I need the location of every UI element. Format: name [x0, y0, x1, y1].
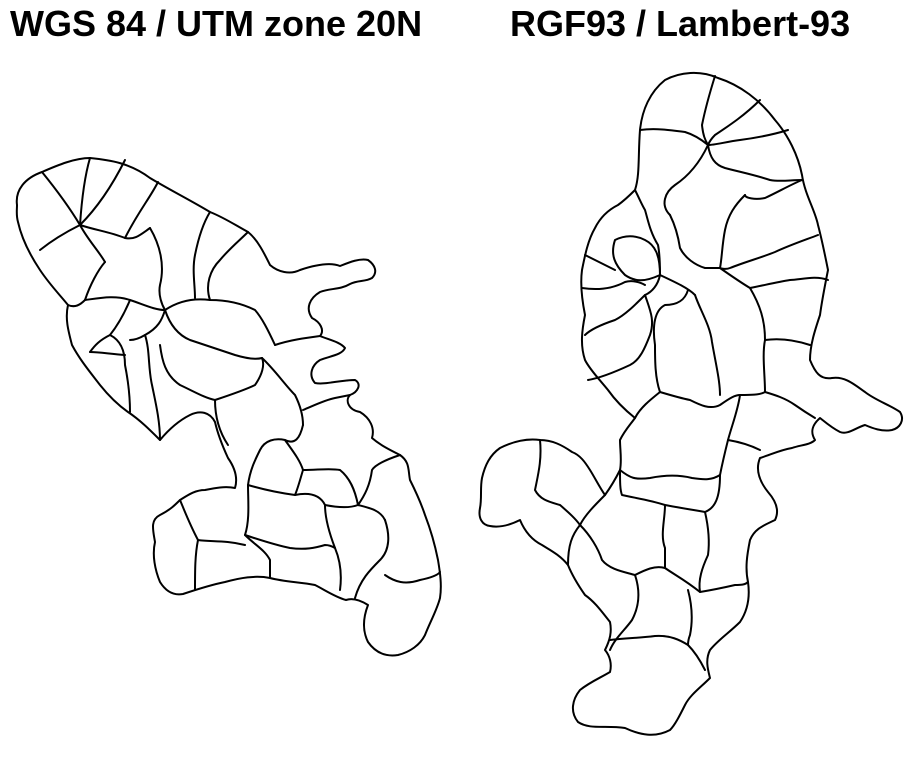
commune-boundary: [634, 391, 661, 419]
commune-boundary: [79, 157, 91, 226]
commune-boundary: [612, 235, 661, 282]
commune-boundary: [687, 589, 693, 646]
commune-boundary: [89, 299, 131, 353]
map-panel-utm: WGS 84 / UTM zone 20N: [0, 0, 460, 768]
commune-boundary: [664, 567, 749, 593]
commune-boundary: [727, 439, 761, 451]
commune-boundary: [587, 294, 654, 381]
martinique-lambert-map: [478, 72, 903, 736]
commune-boundary: [652, 289, 689, 393]
commune-boundary: [149, 227, 166, 311]
map-title-lambert: RGF93 / Lambert-93: [510, 3, 851, 44]
commune-boundary: [39, 224, 81, 251]
commune-boundary: [247, 484, 326, 506]
commune-boundary: [707, 99, 761, 146]
commune-boundary: [764, 391, 816, 419]
commune-boundary: [749, 287, 766, 393]
commune-boundary: [214, 399, 229, 446]
commune-boundary: [302, 394, 351, 411]
commune-boundary: [609, 634, 706, 671]
commune-boundary: [609, 574, 640, 651]
commune-boundary: [214, 357, 265, 401]
commune-boundary: [164, 309, 263, 360]
commune-boundary: [284, 439, 304, 496]
commune-boundary: [719, 267, 829, 289]
commune-boundary: [357, 504, 386, 521]
commune-boundary: [129, 309, 166, 341]
commune-boundary: [764, 338, 811, 346]
commune-boundary: [84, 261, 106, 301]
commune-boundary: [89, 351, 126, 356]
commune-boundary: [619, 469, 721, 481]
commune-boundary: [659, 391, 766, 409]
commune-boundary: [669, 214, 721, 269]
commune-boundary: [659, 274, 696, 296]
commune-boundary: [164, 298, 276, 346]
commune-boundary: [84, 296, 166, 311]
island-outline: [478, 72, 903, 736]
commune-boundary: [581, 280, 646, 291]
commune-boundary: [639, 128, 709, 146]
commune-boundary: [584, 274, 661, 336]
commune-boundary: [124, 181, 159, 239]
commune-boundary: [109, 334, 131, 413]
commune-boundary: [324, 454, 401, 509]
commune-boundary: [244, 484, 271, 579]
map-title-utm: WGS 84 / UTM zone 20N: [10, 3, 423, 44]
commune-boundary: [694, 294, 721, 396]
commune-boundary: [354, 519, 390, 599]
island-outline: [15, 157, 442, 657]
commune-boundary: [719, 194, 746, 269]
commune-boundary: [79, 159, 126, 226]
commune-boundary: [579, 524, 666, 576]
commune-boundary: [261, 357, 304, 426]
commune-boundary: [274, 335, 321, 346]
commune-boundary: [207, 231, 249, 301]
commune-boundary: [719, 394, 741, 476]
commune-boundary: [634, 189, 661, 276]
commune-boundary: [384, 571, 441, 584]
commune-boundary: [159, 344, 216, 401]
commune-boundary: [744, 179, 803, 200]
commune-boundary: [704, 474, 721, 513]
martinique-utm-map: [15, 157, 442, 657]
commune-boundary: [67, 299, 86, 308]
commune-boundary: [698, 511, 710, 593]
commune-boundary: [247, 424, 304, 486]
commune-boundary: [584, 254, 616, 271]
commune-boundary: [244, 534, 336, 550]
commune-boundary: [192, 211, 211, 299]
commune-boundary: [619, 469, 706, 513]
commune-boundary: [663, 144, 709, 216]
commune-boundary: [79, 224, 151, 240]
commune-boundary: [41, 171, 106, 263]
commune-boundary: [302, 468, 359, 506]
commune-boundary: [194, 539, 199, 591]
commune-boundary: [719, 234, 819, 270]
commune-boundary: [144, 334, 161, 441]
commune-boundary: [701, 75, 716, 146]
commune-boundary: [707, 129, 789, 146]
commune-boundary: [534, 439, 581, 526]
commune-boundary: [707, 144, 803, 182]
map-panel-lambert: RGF93 / Lambert-93: [460, 0, 921, 768]
commune-boundary: [179, 499, 246, 546]
commune-boundary: [661, 504, 666, 569]
